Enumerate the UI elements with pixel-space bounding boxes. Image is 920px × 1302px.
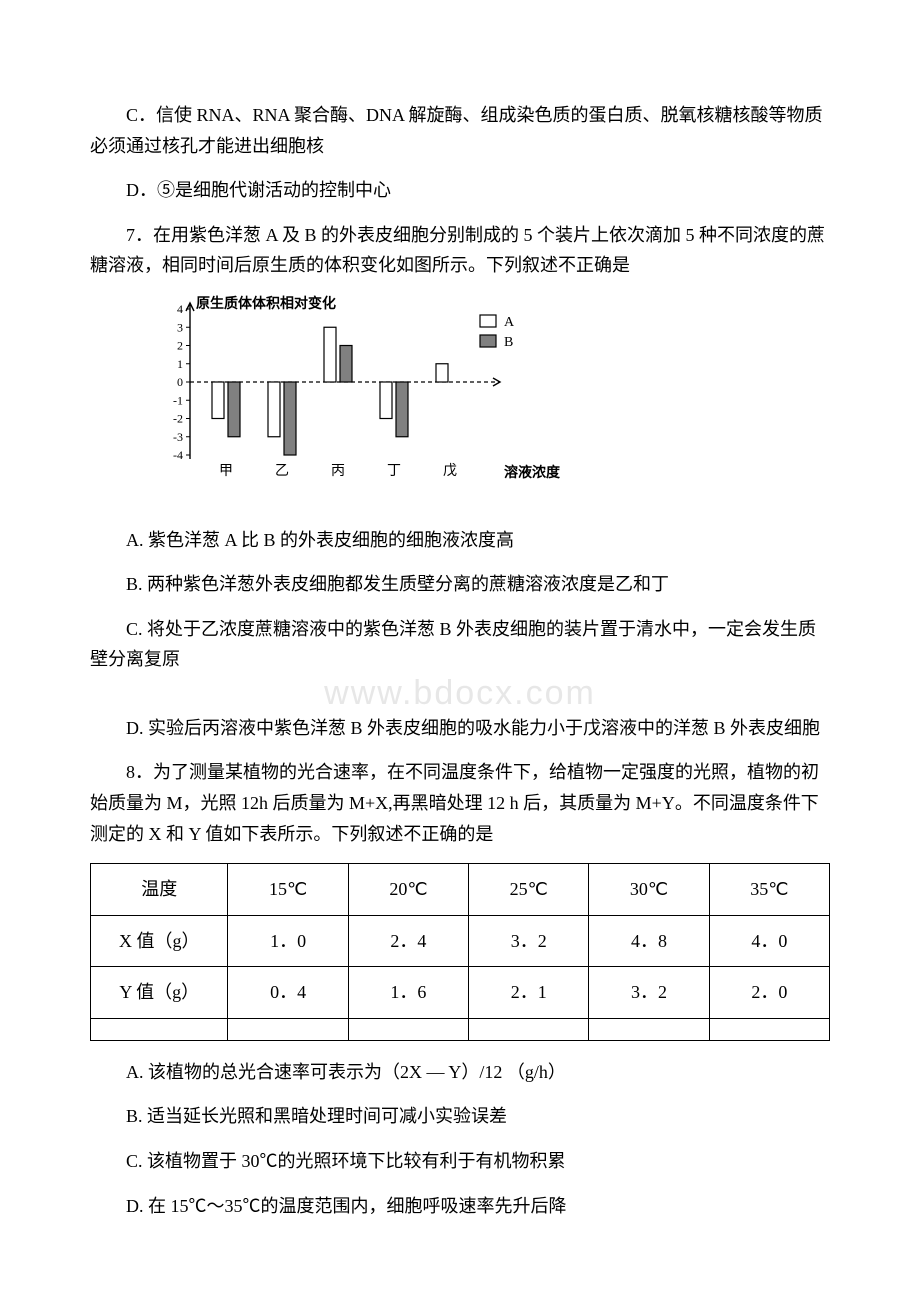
table-cell: 3．2 — [589, 967, 709, 1019]
table-cell: 3．2 — [469, 915, 589, 967]
svg-text:-3: -3 — [173, 430, 183, 444]
table-header-cell: 30℃ — [589, 864, 709, 916]
table-cell: 2．0 — [709, 967, 829, 1019]
svg-text:-1: -1 — [173, 393, 183, 407]
svg-text:1: 1 — [177, 357, 183, 371]
table-cell: 2．4 — [348, 915, 468, 967]
svg-text:乙: 乙 — [275, 463, 289, 479]
table-header-cell: 20℃ — [348, 864, 468, 916]
q8-option-a: A. 该植物的总光合速率可表示为（2X — Y）/12 （g/h） — [90, 1057, 830, 1088]
table-cell: Y 值（g） — [91, 967, 228, 1019]
svg-text:B: B — [504, 335, 513, 350]
q7-option-b: B. 两种紫色洋葱外表皮细胞都发生质壁分离的蔗糖溶液浓度是乙和丁 — [90, 569, 830, 600]
q8-option-c: C. 该植物置于 30℃的光照环境下比较有利于有机物积累 — [90, 1146, 830, 1177]
q7-chart: 4 3 2 1 0 -1 -2 -3 -4 原生质体体积相对变化甲 乙 丙 丁 戊 溶液浓度 AB — [150, 295, 830, 495]
q7-option-c-text: C. 将处于乙浓度蔗糖溶液中的紫色洋葱 B 外表皮细胞的装片置于清水中，一定会发… — [90, 619, 816, 670]
table-row: 温度 15℃ 20℃ 25℃ 30℃ 35℃ — [91, 864, 830, 916]
table-header-cell: 35℃ — [709, 864, 829, 916]
svg-text:原生质体体积相对变化: 原生质体体积相对变化 — [196, 295, 336, 312]
svg-text:3: 3 — [177, 320, 183, 334]
q8-table: 温度 15℃ 20℃ 25℃ 30℃ 35℃ X 值（g） 1．0 2．4 3．… — [90, 863, 830, 1041]
q8-option-d: D. 在 15℃～35℃的温度范围内，细胞呼吸速率先升后降 — [90, 1191, 830, 1222]
table-header-cell: 15℃ — [228, 864, 348, 916]
table-row: Y 值（g） 0．4 1．6 2．1 3．2 2．0 — [91, 967, 830, 1019]
q7-stem: 7．在用紫色洋葱 A 及 B 的外表皮细胞分别制成的 5 个装片上依次滴加 5 … — [90, 220, 830, 281]
svg-text:戊: 戊 — [443, 463, 457, 479]
table-row — [91, 1018, 830, 1040]
svg-text:-2: -2 — [173, 411, 183, 425]
svg-text:0: 0 — [177, 375, 183, 389]
q8-option-b: B. 适当延长光照和黑暗处理时间可减小实验误差 — [90, 1101, 830, 1132]
svg-text:2: 2 — [177, 338, 183, 352]
table-cell: 1．0 — [228, 915, 348, 967]
table-cell: 0．4 — [228, 967, 348, 1019]
table-cell: 4．0 — [709, 915, 829, 967]
svg-text:丙: 丙 — [331, 464, 345, 479]
table-cell: 1．6 — [348, 967, 468, 1019]
q6-option-d: D．⑤是细胞代谢活动的控制中心 — [90, 175, 830, 206]
q6-option-c: C．信使 RNA、RNA 聚合酶、DNA 解旋酶、组成染色质的蛋白质、脱氧核糖核… — [90, 100, 830, 161]
watermark-text: www.bdocx.com — [90, 665, 830, 723]
svg-text:A: A — [504, 315, 515, 330]
table-cell: X 值（g） — [91, 915, 228, 967]
q8-stem: 8．为了测量某植物的光合速率，在不同温度条件下，给植物一定强度的光照，植物的初始… — [90, 757, 830, 849]
table-row: X 值（g） 1．0 2．4 3．2 4．8 4．0 — [91, 915, 830, 967]
svg-text:-4: -4 — [173, 448, 183, 462]
table-header-cell: 25℃ — [469, 864, 589, 916]
svg-text:甲: 甲 — [219, 464, 233, 479]
table-cell: 4．8 — [589, 915, 709, 967]
svg-text:4: 4 — [177, 302, 183, 316]
svg-text:丁: 丁 — [387, 464, 401, 479]
svg-text:溶液浓度: 溶液浓度 — [504, 464, 561, 481]
table-header-cell: 温度 — [91, 864, 228, 916]
table-cell: 2．1 — [469, 967, 589, 1019]
q7-option-a: A. 紫色洋葱 A 比 B 的外表皮细胞的细胞液浓度高 — [90, 525, 830, 556]
